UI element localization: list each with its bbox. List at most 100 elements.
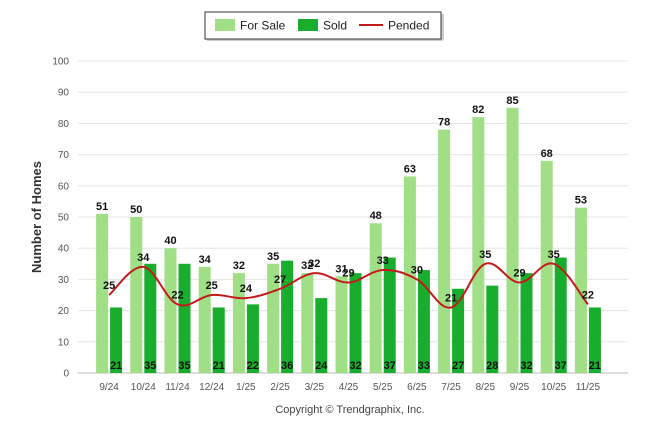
y-tick-label: 60	[58, 181, 70, 192]
y-tick-label: 30	[58, 275, 70, 286]
x-tick-label: 1/25	[236, 382, 256, 393]
bar-sold[interactable]	[178, 263, 191, 373]
legend[interactable]: For Sale Sold Pended	[204, 11, 444, 41]
sold-data-label: 27	[452, 360, 464, 372]
y-tick-label: 50	[58, 213, 70, 224]
x-tick-label: 10/25	[541, 382, 566, 393]
bar-for-sale[interactable]	[130, 217, 143, 373]
bar-sold[interactable]	[452, 288, 465, 373]
for-sale-data-label: 32	[301, 260, 313, 272]
pended-data-label: 24	[240, 283, 253, 295]
bar-for-sale[interactable]	[472, 117, 485, 373]
for-sale-data-label: 35	[267, 251, 279, 263]
sold-data-label: 21	[589, 360, 601, 372]
pended-data-label: 22	[582, 289, 594, 301]
y-tick-label: 40	[58, 244, 70, 255]
x-tick-label: 9/24	[99, 382, 119, 393]
bar-for-sale[interactable]	[540, 160, 553, 373]
sold-data-label: 33	[418, 360, 430, 372]
x-tick-label: 9/25	[510, 382, 530, 393]
data-labels: 51 21 50 35 40 35 34 21 32 22 35 36 32 24 31 32 48 37 63 33…	[96, 95, 601, 372]
bar-sold[interactable]	[281, 260, 294, 373]
for-sale-data-label: 85	[506, 95, 518, 107]
for-sale-data-label: 40	[164, 235, 176, 247]
bar-sold[interactable]	[588, 307, 601, 373]
pended-data-label: 32	[308, 258, 320, 270]
x-tick-label: 11/25	[576, 382, 601, 393]
sold-data-label: 22	[247, 360, 259, 372]
pended-data-label: 30	[411, 264, 423, 276]
pended-data-label: 35	[548, 249, 560, 261]
for-sale-data-label: 53	[575, 195, 587, 207]
legend-label[interactable]: For Sale	[240, 19, 286, 33]
pended-data-label: 29	[513, 268, 525, 280]
sold-data-label: 32	[349, 360, 361, 372]
for-sale-data-label: 63	[404, 163, 416, 175]
x-tick-label: 8/25	[476, 382, 496, 393]
bar-sold[interactable]	[554, 257, 567, 373]
bar-for-sale[interactable]	[438, 129, 451, 373]
bar-sold[interactable]	[520, 273, 533, 373]
bars	[96, 107, 601, 374]
legend-swatch	[298, 19, 318, 31]
pended-data-label: 27	[274, 274, 286, 286]
copyright-text: Copyright © Trendgraphix, Inc.	[275, 404, 424, 416]
pended-data-label: 25	[206, 280, 218, 292]
x-tick-label: 10/24	[131, 382, 156, 393]
sold-data-label: 36	[281, 360, 293, 372]
x-tick-label: 4/25	[339, 382, 359, 393]
bar-for-sale[interactable]	[506, 107, 519, 374]
pended-series-line[interactable]	[108, 262, 589, 309]
y-tick-label: 100	[52, 57, 69, 68]
y-tick-label: 20	[58, 306, 70, 317]
bar-sold[interactable]	[144, 263, 157, 373]
for-sale-data-label: 34	[199, 254, 212, 266]
bar-sold[interactable]	[349, 273, 362, 373]
for-sale-data-label: 82	[472, 104, 484, 116]
pended-data-label: 29	[342, 268, 354, 280]
legend-swatch	[215, 19, 235, 31]
bar-for-sale[interactable]	[335, 276, 348, 373]
legend-label[interactable]: Sold	[323, 19, 347, 33]
bar-sold[interactable]	[486, 285, 499, 373]
y-axis-title: Number of Homes	[29, 161, 44, 273]
bar-sold[interactable]	[383, 257, 396, 373]
bar-for-sale[interactable]	[96, 213, 109, 373]
bar-for-sale[interactable]	[164, 248, 177, 373]
y-tick-label: 70	[58, 150, 70, 161]
y-tick-label: 80	[58, 119, 70, 130]
for-sale-data-label: 32	[233, 260, 245, 272]
sold-data-label: 37	[384, 360, 396, 372]
bar-for-sale[interactable]	[369, 223, 382, 373]
y-axis-ticks: 0 10 20 30 40 50 60 70 80 90 100	[52, 57, 69, 380]
bar-sold[interactable]	[315, 298, 328, 373]
bar-for-sale[interactable]	[301, 273, 314, 373]
pended-data-label: 33	[377, 255, 389, 267]
for-sale-data-label: 68	[541, 148, 553, 160]
bar-sold[interactable]	[110, 307, 123, 373]
for-sale-data-label: 31	[335, 263, 347, 275]
for-sale-data-label: 78	[438, 117, 450, 129]
sold-data-label: 24	[315, 360, 328, 372]
sold-data-label: 32	[520, 360, 532, 372]
x-tick-label: 5/25	[373, 382, 393, 393]
bar-sold[interactable]	[212, 307, 225, 373]
sold-data-label: 35	[144, 360, 156, 372]
x-tick-label: 6/25	[407, 382, 427, 393]
pended-data-label: 21	[445, 292, 457, 304]
sold-data-label: 28	[486, 360, 498, 372]
pended-data-label: 22	[171, 289, 183, 301]
legend-label[interactable]: Pended	[388, 19, 429, 33]
bar-for-sale[interactable]	[574, 207, 587, 373]
bar-sold[interactable]	[417, 270, 430, 373]
sold-data-label: 21	[213, 360, 225, 372]
x-tick-label: 2/25	[270, 382, 290, 393]
bar-sold[interactable]	[246, 304, 259, 373]
bar-for-sale[interactable]	[198, 266, 211, 373]
bar-for-sale[interactable]	[403, 176, 416, 373]
sold-data-label: 35	[178, 360, 190, 372]
x-axis-ticks: 9/24 10/24 11/24 12/24 1/25 2/25 3/25 4/25 5/25 6…	[99, 382, 600, 393]
for-sale-data-label: 50	[130, 204, 142, 216]
y-tick-label: 0	[63, 369, 69, 380]
